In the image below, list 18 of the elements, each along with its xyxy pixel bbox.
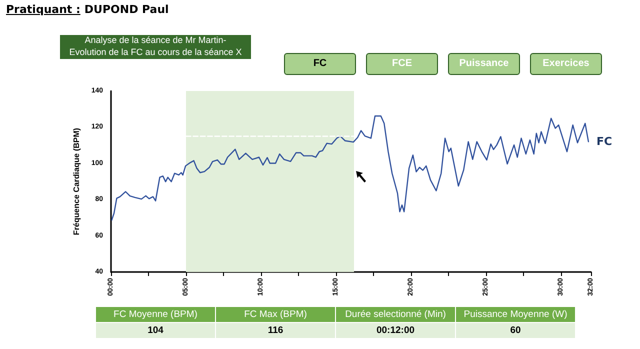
text: FC Moyenne (BPM) <box>96 306 216 322</box>
text: Puissance <box>448 53 520 75</box>
text: 60 <box>510 325 521 336</box>
text: Pratiquant : <box>6 3 80 16</box>
text: Puissance Moyenne (W) <box>456 306 576 322</box>
text: 104 <box>148 325 164 336</box>
text: 00:12:00 <box>376 325 415 336</box>
text: Durée selectionné (Min) <box>336 306 456 322</box>
y-axis-title: Fréquence Cardiaque (BPM) <box>72 128 81 236</box>
text: FC Max (BPM) <box>216 306 336 322</box>
text: Exercices <box>530 53 602 75</box>
text: 116 <box>268 325 284 336</box>
series-label: FC <box>596 135 612 148</box>
line-series <box>111 115 590 221</box>
text: FC <box>284 53 356 75</box>
chart-title: Analyse de la séance de Mr Martin- Evolution de la FC au cours de la séance X <box>60 35 251 59</box>
text: FCE <box>366 53 438 75</box>
text: DUPOND Paul <box>84 3 169 16</box>
